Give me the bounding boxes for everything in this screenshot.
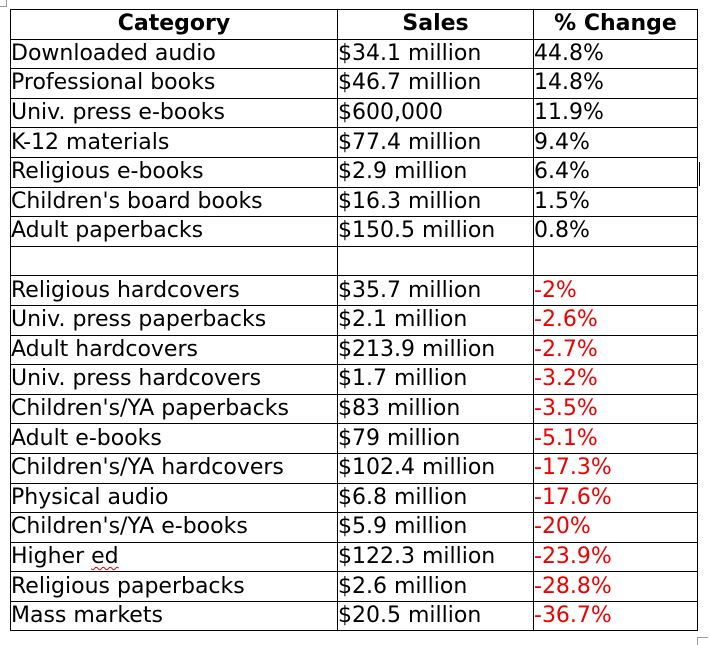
sales-cell: $1.7 million — [337, 364, 534, 395]
category-cell: Mass markets — [10, 600, 338, 632]
sales-cell: $102.4 million — [337, 452, 534, 484]
category-cell: K-12 materials — [10, 127, 338, 158]
document-corner-mark — [0, 0, 7, 7]
change-cell: 11.9% — [533, 97, 698, 129]
column-header-category: Category — [10, 9, 338, 40]
sales-cell: $122.3 million — [337, 541, 534, 573]
sales-cell: $213.9 million — [337, 334, 534, 366]
table-row: Univ. press e-books $600,000 11.9% — [10, 97, 698, 129]
category-cell: Children's/YA paperbacks — [10, 393, 338, 425]
spellcheck-flagged-word: ed — [91, 543, 119, 569]
blank-cell — [533, 245, 698, 277]
sales-cell: $2.6 million — [337, 571, 534, 602]
table-row: Children's/YA hardcovers $102.4 million -1… — [10, 452, 698, 484]
table-row: Religious paperbacks $2.6 million -28.8% — [10, 571, 698, 602]
change-cell: -36.7% — [533, 600, 698, 632]
category-cell: Adult paperbacks — [10, 216, 338, 247]
change-cell: -2.6% — [533, 304, 698, 336]
category-cell: Physical audio — [10, 482, 338, 514]
header-row: Category Sales % Change — [10, 9, 698, 40]
category-cell: Adult e-books — [10, 423, 338, 454]
category-cell: Professional books — [10, 68, 338, 99]
table-row: Adult e-books $79 million -5.1% — [10, 423, 698, 454]
sales-cell: $20.5 million — [337, 600, 534, 632]
sales-cell: $35.7 million — [337, 275, 534, 306]
category-cell: Univ. press hardcovers — [10, 364, 338, 395]
table-row: K-12 materials $77.4 million 9.4% — [10, 127, 698, 158]
column-header-change: % Change — [533, 9, 698, 40]
change-cell: -5.1% — [533, 423, 698, 454]
change-cell: -3.2% — [533, 364, 698, 395]
table-row: Children's board books $16.3 million 1.5% — [10, 186, 698, 218]
losses-section: Religious hardcovers $35.7 million -2% Univ… — [10, 275, 698, 632]
table-row: Higher ed $122.3 million -23.9% — [10, 541, 698, 573]
table-row: Professional books $46.7 million 14.8% — [10, 68, 698, 99]
category-cell: Higher ed — [10, 541, 338, 573]
sales-cell: $16.3 million — [337, 186, 534, 218]
sales-cell: $77.4 million — [337, 127, 534, 158]
change-cell: 9.4% — [533, 127, 698, 158]
change-cell: -2.7% — [533, 334, 698, 366]
change-cell: 0.8% — [533, 216, 698, 247]
category-cell: Univ. press e-books — [10, 97, 338, 129]
category-cell: Religious hardcovers — [10, 275, 338, 306]
sales-cell: $2.1 million — [337, 304, 534, 336]
sales-cell: $5.9 million — [337, 512, 534, 543]
sales-cell: $34.1 million — [337, 38, 534, 70]
table-row: Adult paperbacks $150.5 million 0.8% — [10, 216, 698, 247]
category-cell: Children's/YA hardcovers — [10, 452, 338, 484]
blank-cell — [337, 245, 534, 277]
table-row: Adult hardcovers $213.9 million -2.7% — [10, 334, 698, 366]
table-row: Mass markets $20.5 million -36.7% — [10, 600, 698, 632]
category-cell: Downloaded audio — [10, 38, 338, 70]
change-cell: -28.8% — [533, 571, 698, 602]
sales-cell: $2.9 million — [337, 156, 534, 188]
sales-cell: $600,000 — [337, 97, 534, 129]
sales-cell: $6.8 million — [337, 482, 534, 514]
table-edge-marker — [699, 162, 700, 186]
change-cell: 1.5% — [533, 186, 698, 218]
column-header-sales: Sales — [337, 9, 534, 40]
change-cell: 6.4% — [533, 156, 698, 188]
category-cell: Adult hardcovers — [10, 334, 338, 366]
sales-cell: $150.5 million — [337, 216, 534, 247]
blank-cell — [10, 245, 338, 277]
sales-cell: $46.7 million — [337, 68, 534, 99]
change-cell: -17.6% — [533, 482, 698, 514]
change-cell: -17.3% — [533, 452, 698, 484]
sales-cell: $83 million — [337, 393, 534, 425]
table-row: Religious hardcovers $35.7 million -2% — [10, 275, 698, 306]
change-cell: -20% — [533, 512, 698, 543]
category-cell: Children's board books — [10, 186, 338, 218]
change-cell: -23.9% — [533, 541, 698, 573]
change-cell: -3.5% — [533, 393, 698, 425]
change-cell: -2% — [533, 275, 698, 306]
category-cell: Religious e-books — [10, 156, 338, 188]
table-row: Downloaded audio $34.1 million 44.8% — [10, 38, 698, 70]
category-cell: Religious paperbacks — [10, 571, 338, 602]
category-cell: Children's/YA e-books — [10, 512, 338, 543]
table-row: Children's/YA paperbacks $83 million -3.5% — [10, 393, 698, 425]
table-row: Children's/YA e-books $5.9 million -20% — [10, 512, 698, 543]
spacer-section — [10, 245, 698, 277]
book-sales-table: Category Sales % Change Downloaded audio… — [10, 9, 698, 632]
gains-section: Downloaded audio $34.1 million 44.8% Profes… — [10, 38, 698, 247]
category-cell: Univ. press paperbacks — [10, 304, 338, 336]
table-row: Univ. press hardcovers $1.7 million -3.2% — [10, 364, 698, 395]
change-cell: 14.8% — [533, 68, 698, 99]
table-row: Physical audio $6.8 million -17.6% — [10, 482, 698, 514]
document-corner-mark-bottom — [697, 637, 708, 645]
change-cell: 44.8% — [533, 38, 698, 70]
table-row: Religious e-books $2.9 million 6.4% — [10, 156, 698, 188]
sales-cell: $79 million — [337, 423, 534, 454]
blank-row — [10, 245, 698, 277]
table-row: Univ. press paperbacks $2.1 million -2.6% — [10, 304, 698, 336]
